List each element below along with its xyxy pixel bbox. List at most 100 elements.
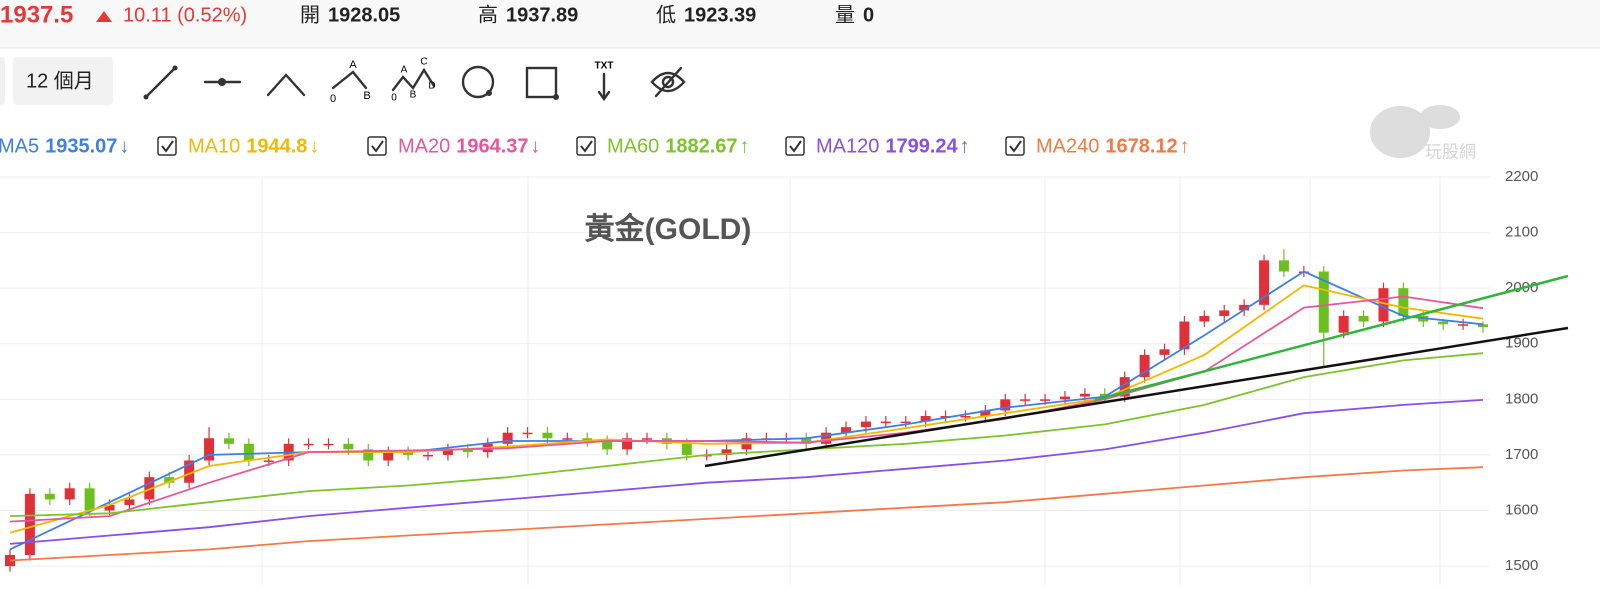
icon-text: 0 (391, 93, 397, 104)
candle-body (542, 432, 553, 439)
checkmark (789, 140, 802, 153)
checkbox[interactable] (157, 136, 177, 156)
watermark-text: 玩股網 (1425, 142, 1476, 161)
legend-name: MA5 (0, 135, 39, 157)
candle-body (1358, 315, 1369, 322)
candle-body (1378, 288, 1389, 322)
legend: MA5 1935.07 ↓ MA10 1944.8 ↓ MA20 1964.37 ↓ MA60 18… (0, 135, 1190, 157)
text-tool[interactable]: TXT (595, 61, 614, 102)
candle-body (5, 554, 15, 567)
checkbox[interactable] (1005, 136, 1025, 156)
stat-value: 0 (863, 4, 874, 26)
candle-body (323, 443, 334, 446)
candle-body (1059, 396, 1070, 400)
candle-body (602, 441, 613, 450)
up-triangle (96, 11, 112, 22)
candle-body (980, 410, 991, 417)
candle-body (562, 438, 573, 440)
ma-line (9, 295, 1484, 523)
header-bar (0, 0, 1600, 48)
change: 10.11 (0.52%) (123, 4, 247, 26)
chart-title: 黃金(GOLD) (585, 212, 752, 246)
abcd-tool[interactable]: A C 0 B D (391, 57, 435, 104)
candle-body (164, 477, 175, 483)
stat-label: 量 (835, 4, 855, 26)
candle-body (1318, 271, 1329, 333)
candle-body (681, 443, 692, 455)
candle-body (1179, 321, 1190, 350)
candle-body (1259, 260, 1270, 305)
candle-body (1000, 399, 1011, 411)
icon-text: B (410, 90, 417, 101)
candle-body (860, 421, 871, 428)
legend-name: MA60 (607, 135, 659, 157)
icon-text: D (428, 81, 435, 92)
period-button[interactable] (13, 57, 113, 105)
checkmark (1009, 140, 1022, 153)
candle-body (184, 460, 195, 483)
candle-body (880, 421, 891, 424)
ma-line (9, 270, 1484, 551)
abc-tool[interactable]: A 0 B (330, 59, 371, 105)
candle-body (442, 449, 453, 455)
checkbox[interactable] (367, 136, 387, 156)
candle-body (462, 449, 473, 453)
hline-tool[interactable] (203, 78, 242, 86)
candle-body (383, 452, 394, 461)
legend-value: 1678.12 (1105, 135, 1177, 157)
candle-body (821, 432, 832, 444)
ma-line (9, 352, 1484, 517)
candle-body (124, 499, 135, 505)
legend-arrow: ↓ (531, 135, 541, 157)
y-tick-label: 2100 (1505, 224, 1538, 241)
plot: 15001600170018001900200021002200 (0, 168, 1538, 585)
candle-body (263, 460, 274, 462)
period-label: 12 個月 (26, 69, 94, 92)
checkmark (161, 140, 174, 153)
candle-body (900, 421, 911, 424)
candle-body (1020, 399, 1031, 401)
candle-body (24, 493, 35, 555)
tool-button[interactable] (0, 57, 5, 105)
icon-text: A (349, 59, 357, 71)
candle-body (1458, 324, 1469, 326)
legend-arrow: ↓ (309, 135, 319, 157)
y-tick-label: 1600 (1505, 501, 1538, 518)
line-tool[interactable] (143, 65, 178, 100)
ma-line (9, 466, 1484, 562)
candle-body (721, 449, 732, 455)
icon-text: 0 (330, 93, 336, 105)
legend-arrow: ↑ (1180, 135, 1190, 157)
candle-body (104, 504, 115, 511)
legend-value: 1964.37 (456, 135, 528, 157)
stat-label: 開 (300, 4, 320, 26)
candle-body (1119, 377, 1130, 397)
candle-body (64, 488, 75, 500)
rect-tool[interactable] (525, 66, 559, 100)
candle-body (522, 432, 533, 435)
candle-body (223, 438, 234, 444)
candle-body (423, 454, 434, 457)
candle-body (960, 416, 971, 418)
candle-body (144, 477, 155, 500)
checkbox[interactable] (785, 136, 805, 156)
ma-line (9, 399, 1484, 545)
angle-tool[interactable] (266, 73, 306, 97)
legend-name: MA120 (816, 135, 879, 157)
candle-body (641, 438, 652, 440)
candle-body (940, 416, 951, 418)
trend-line (704, 326, 1569, 468)
candle-body (1159, 349, 1170, 355)
icon-text: A (401, 65, 408, 76)
icon-text: C (420, 57, 427, 68)
checkmark (580, 140, 593, 153)
checkbox[interactable] (576, 136, 596, 156)
circle-tool[interactable] (461, 65, 495, 99)
hide-tool[interactable] (650, 66, 686, 98)
candle-body (1079, 393, 1090, 397)
legend-arrow: ↑ (960, 135, 970, 157)
legend-value: 1882.67 (665, 135, 737, 157)
candle-body (343, 443, 354, 450)
